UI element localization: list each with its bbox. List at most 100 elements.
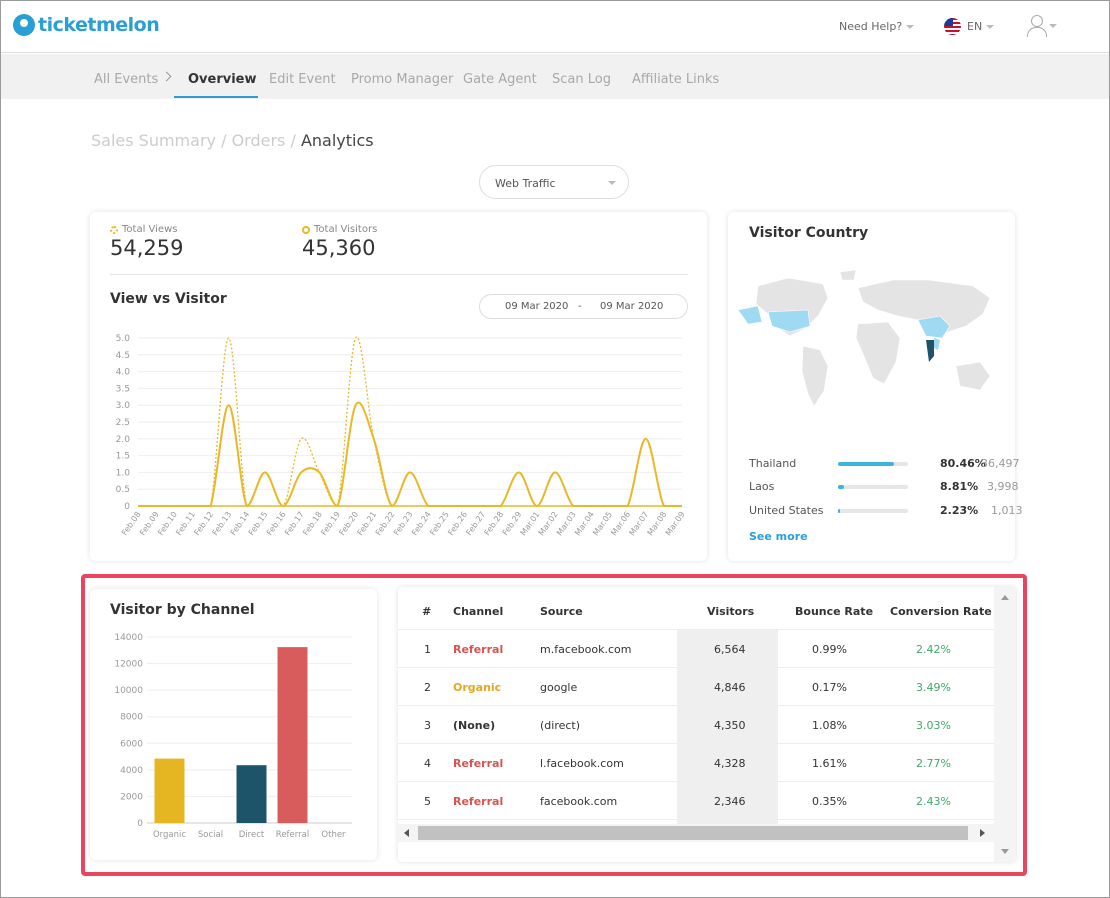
row-conversion-rate: 3.49% [916, 681, 951, 694]
country-percent: 8.81% [940, 480, 979, 493]
user-menu[interactable] [1027, 15, 1057, 37]
y-tick-label: 8000 [120, 713, 143, 723]
row-source: facebook.com [540, 795, 618, 808]
table-row: 2 Organic google 4,846 0.17% 3.49% [398, 668, 994, 706]
laos-shape [934, 338, 940, 350]
country-count: 1,013 [991, 504, 1023, 517]
scroll-right-icon[interactable] [980, 829, 985, 837]
visitors-legend-icon [302, 225, 310, 234]
col-visitors[interactable]: Visitors [707, 605, 755, 618]
nav-promo-manager[interactable]: Promo Manager [351, 72, 454, 87]
row-bounce-rate: 1.61% [812, 757, 847, 770]
visitors-column-highlight [677, 630, 778, 824]
need-help-label: Need Help? [839, 20, 903, 33]
ticketmelon-logo-icon [13, 14, 35, 36]
see-more-link[interactable]: See more [749, 530, 808, 543]
chevron-right-icon [161, 71, 172, 82]
country-bar-fill [838, 485, 845, 489]
chevron-down-icon [906, 25, 915, 29]
chevron-down-icon [1049, 24, 1057, 28]
row-source: l.facebook.com [540, 757, 624, 770]
x-tick-label: Mar.09 [664, 510, 687, 537]
visitor-by-channel-card: Visitor by Channel 0 2000 4000 6000 8000 1000… [90, 589, 377, 860]
united-states-shape [767, 309, 811, 333]
col-number[interactable]: # [422, 605, 432, 618]
scroll-up-icon[interactable] [1001, 595, 1009, 600]
y-tick-label: 2.5 [116, 418, 130, 428]
visitors-series-line [137, 401, 682, 508]
bar-organic [154, 758, 185, 823]
horizontal-scrollbar[interactable] [398, 824, 994, 842]
y-tick-label: 0 [124, 502, 130, 512]
y-tick-label: 0 [137, 819, 143, 829]
nav-scan-log[interactable]: Scan Log [552, 72, 611, 87]
scrollbar-thumb[interactable] [418, 826, 968, 840]
scroll-down-icon[interactable] [1001, 849, 1009, 854]
nav-overview[interactable]: Overview [188, 72, 257, 87]
view-vs-visitor-chart: 00.51.01.52.02.53.03.54.04.55.0Feb.08Feb… [116, 334, 687, 537]
user-icon [1027, 15, 1047, 37]
y-tick-label: 12000 [114, 660, 143, 670]
date-range-picker[interactable]: 09 Mar 2020 - 09 Mar 2020 [479, 294, 688, 319]
col-channel[interactable]: Channel [453, 605, 504, 618]
country-count: 36,497 [981, 457, 1020, 470]
breadcrumb-orders[interactable]: Orders [231, 131, 286, 150]
country-bar [838, 485, 908, 489]
views-series-line [137, 336, 682, 507]
x-tick-label: Other [321, 830, 346, 840]
date-from: 09 Mar 2020 [505, 301, 569, 312]
visitor-by-channel-chart: 0 2000 4000 6000 8000 10000 12000 14000 Organic S… [114, 633, 352, 840]
y-tick-label: 4000 [120, 766, 143, 776]
nav-edit-event[interactable]: Edit Event [269, 72, 336, 87]
y-tick-label: 3.5 [116, 384, 130, 394]
row-bounce-rate: 0.35% [812, 795, 847, 808]
line-chart-title: View vs Visitor [110, 291, 227, 307]
total-views-value: 54,259 [110, 236, 184, 260]
row-channel: (None) [453, 719, 496, 732]
country-bar-fill [838, 509, 840, 513]
total-visitors-text: Total Visitors [314, 224, 378, 235]
col-source[interactable]: Source [540, 605, 583, 618]
need-help-menu[interactable]: Need Help? [839, 20, 915, 33]
row-bounce-rate: 0.99% [812, 643, 847, 656]
y-tick-label: 4.0 [116, 368, 131, 378]
report-type-select[interactable]: Web Traffic [479, 165, 629, 199]
row-conversion-rate: 3.03% [916, 719, 951, 732]
scroll-left-icon[interactable] [404, 829, 409, 837]
logo[interactable]: ticketmelon [13, 14, 160, 36]
table-header: # Channel Source Visitors Bounce Rate Co… [398, 592, 994, 630]
divider [110, 274, 688, 275]
country-percent: 80.46% [940, 457, 986, 470]
country-percent: 2.23% [940, 504, 979, 517]
language-label: EN [967, 20, 983, 33]
col-bounce-rate[interactable]: Bounce Rate [795, 605, 874, 618]
row-visitors: 4,350 [714, 719, 746, 732]
row-visitors: 4,328 [714, 757, 746, 770]
country-name: Thailand [749, 457, 797, 470]
language-selector[interactable]: EN [944, 18, 995, 35]
country-row: United States 2.23% 1,013 [749, 504, 1023, 518]
row-source: (direct) [540, 719, 581, 732]
vertical-scrollbar[interactable] [994, 587, 1016, 862]
row-number: 1 [424, 643, 431, 656]
world-map [737, 269, 991, 407]
nav-all-events[interactable]: All Events [94, 72, 159, 87]
y-tick-label: 1.5 [116, 452, 130, 462]
breadcrumb-analytics: Analytics [300, 131, 374, 150]
country-count: 3,998 [987, 480, 1019, 493]
country-bar-fill [838, 462, 895, 466]
y-tick-label: 3.0 [116, 401, 131, 411]
country-name: United States [749, 504, 824, 517]
row-channel: Referral [453, 757, 504, 770]
breadcrumb-sales-summary[interactable]: Sales Summary [91, 131, 216, 150]
table-row: 1 Referral m.facebook.com 6,564 0.99% 2.42% [398, 630, 994, 668]
col-conversion-rate[interactable]: Conversion Rate [890, 605, 992, 618]
country-bar [838, 462, 908, 466]
bar-direct [236, 765, 267, 823]
breadcrumb: Sales Summary / Orders / Analytics [91, 131, 374, 150]
country-row: Thailand 80.46% 36,497 [749, 457, 1020, 471]
y-tick-label: 2.0 [116, 435, 131, 445]
nav-gate-agent[interactable]: Gate Agent [463, 72, 537, 87]
nav-affiliate-links[interactable]: Affiliate Links [632, 72, 720, 87]
table-row: 5 Referral facebook.com 2,346 0.35% 2.43% [398, 782, 994, 820]
